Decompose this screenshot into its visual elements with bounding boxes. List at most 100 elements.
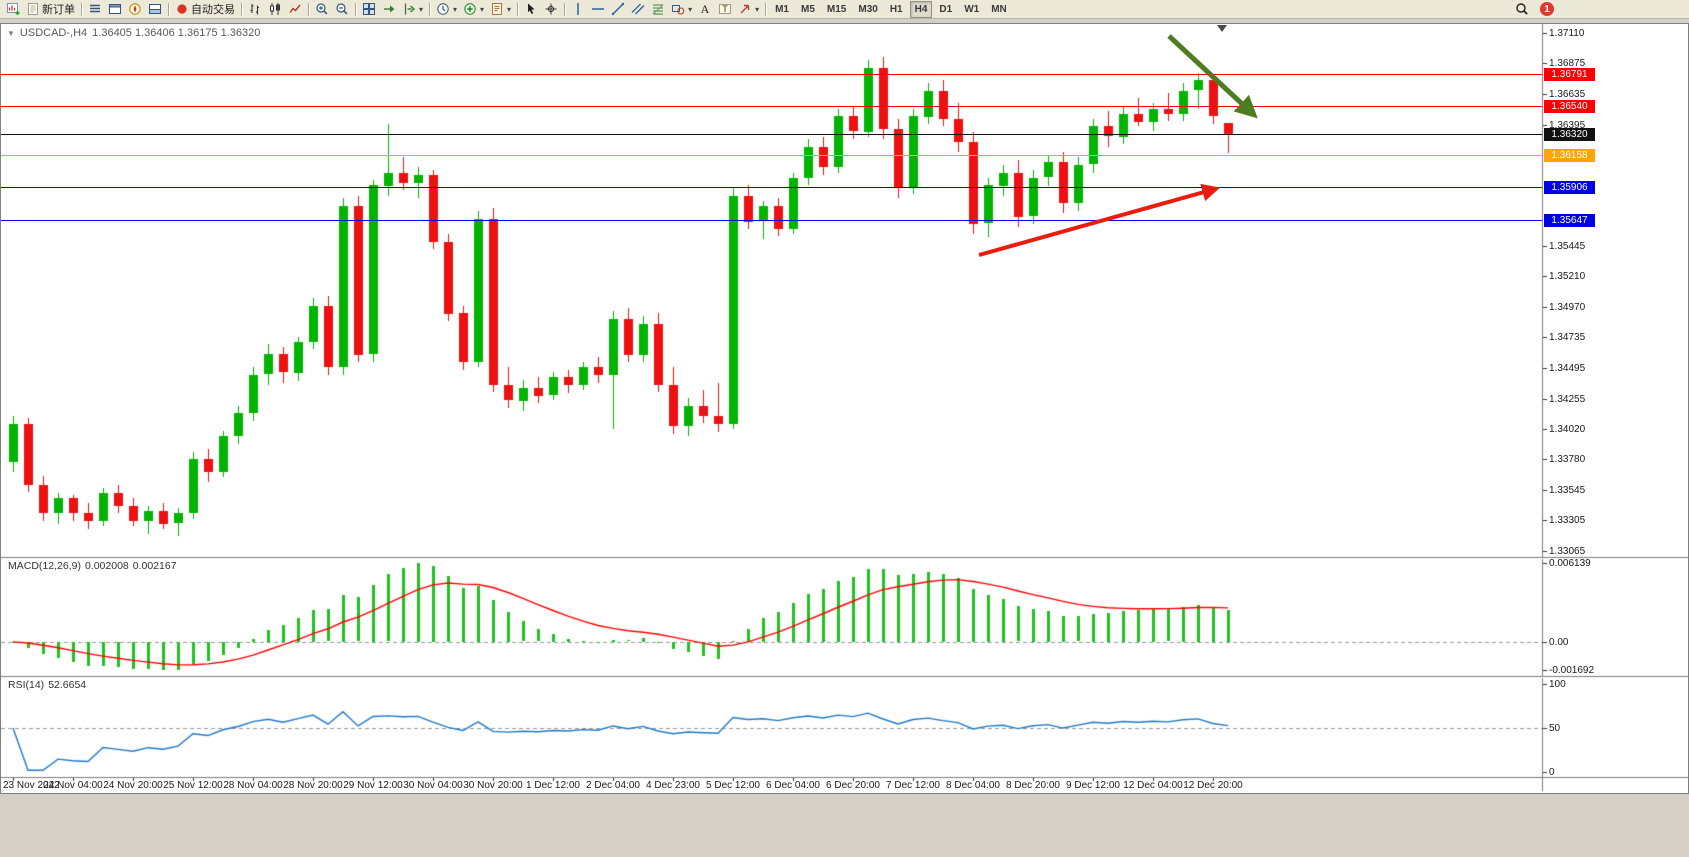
line-chart-button[interactable] — [285, 0, 305, 18]
zoom-in-button[interactable] — [312, 0, 332, 18]
channel-button[interactable] — [628, 0, 648, 18]
ohlc-collapse-icon[interactable]: ▼ — [7, 28, 15, 38]
time-label: 4 Dec 23:00 — [646, 780, 700, 791]
new-order-button[interactable]: 新订单 — [23, 0, 78, 18]
candlestick-button[interactable] — [265, 0, 285, 18]
auto-scroll-button[interactable] — [379, 0, 399, 18]
shapes-button[interactable]: ▾ — [668, 0, 695, 18]
chart-shift-marker[interactable] — [1217, 25, 1227, 32]
fibonacci-button[interactable] — [648, 0, 668, 18]
timeframe-w1-button[interactable]: W1 — [964, 3, 980, 15]
time-label: 2 Dec 04:00 — [586, 780, 640, 791]
price-tick-label: 1.33305 — [1549, 515, 1586, 527]
price-tick-label: 1.34970 — [1549, 302, 1586, 314]
search-button[interactable] — [1512, 0, 1532, 18]
indicator-axis-label: 50 — [1549, 723, 1561, 734]
periods-button[interactable]: ▾ — [433, 0, 460, 18]
indicators-button[interactable]: ▾ — [460, 0, 487, 18]
time-label: 28 Nov 20:00 — [283, 780, 343, 791]
time-label: 5 Dec 12:00 — [706, 780, 760, 791]
cursor-button[interactable] — [521, 0, 541, 18]
terminal-button[interactable] — [145, 0, 165, 18]
timeframe-m1-button[interactable]: M1 — [775, 3, 789, 15]
shapes-icon — [671, 2, 685, 16]
bar-chart-button[interactable] — [245, 0, 265, 18]
line-chart-icon — [288, 2, 302, 16]
autotrading-button[interactable]: 自动交易 — [172, 0, 238, 18]
hline-1.36158[interactable] — [1, 155, 1542, 156]
text-button[interactable]: A — [695, 0, 715, 18]
svg-text:T: T — [722, 4, 728, 14]
price-tick-label: 1.35210 — [1549, 271, 1586, 283]
toolbar-separator — [564, 2, 566, 16]
indicator-axis-label: 0.00 — [1549, 636, 1569, 648]
market-watch-icon — [88, 2, 102, 16]
price-tick-label: 1.33545 — [1549, 484, 1586, 496]
data-window-button[interactable] — [105, 0, 125, 18]
autotrading-button-label: 自动交易 — [191, 4, 235, 16]
price-tick-label: 1.34735 — [1549, 332, 1586, 344]
price-badge-1.36791: 1.36791 — [1544, 68, 1595, 81]
timeframe-h1-button[interactable]: H1 — [889, 3, 903, 15]
hline-1.36540[interactable] — [1, 106, 1542, 107]
price-tick-label: 1.37110 — [1549, 28, 1585, 39]
text-label-button[interactable]: T — [715, 0, 735, 18]
price-badge-1.36540: 1.36540 — [1544, 100, 1595, 113]
trendline-button[interactable] — [608, 0, 628, 18]
dropdown-caret-icon: ▾ — [453, 4, 458, 14]
price-badge-1.36320: 1.36320 — [1544, 128, 1595, 141]
auto-scroll-icon — [382, 2, 396, 16]
notification-badge[interactable]: 1 — [1540, 2, 1554, 16]
time-label: 30 Nov 04:00 — [403, 780, 463, 791]
market-watch-button[interactable] — [85, 0, 105, 18]
timeframe-h4-button[interactable]: H4 — [909, 0, 933, 18]
timeframe-m5-button[interactable]: M5 — [801, 3, 815, 15]
chart-canvas[interactable] — [1, 24, 1688, 791]
time-label: 9 Dec 12:00 — [1066, 780, 1120, 791]
timeframe-m15-button[interactable]: M15 — [826, 3, 847, 15]
ohlc-values: 1.36405 1.36406 1.36175 1.36320 — [92, 27, 261, 39]
indicator-axis-label: 100 — [1549, 679, 1566, 690]
hline-1.36791[interactable] — [1, 74, 1542, 75]
toolbar-buttons: 新订单 自动交易 ▾ ▾ ▾ ▾ ▾ A T ▾ M1 M5 M15 M30 H1 H4 D1 W1 MN — [3, 0, 1013, 18]
navigator-button[interactable] — [125, 0, 145, 18]
chart-shift-button[interactable]: ▾ — [399, 0, 426, 18]
price-tick-label: 1.34255 — [1549, 393, 1586, 405]
vertical-line-button[interactable] — [568, 0, 588, 18]
time-label: 7 Dec 12:00 — [886, 780, 940, 791]
vertical-line-icon — [571, 2, 585, 16]
timeframe-d1-button[interactable]: D1 — [939, 3, 953, 15]
time-label: 1 Dec 12:00 — [526, 780, 580, 791]
timeframe-mn-button[interactable]: MN — [991, 3, 1007, 15]
macd-main-value: 0.002008 — [84, 560, 129, 572]
hline-1.35647[interactable] — [1, 220, 1542, 221]
tile-windows-button[interactable] — [359, 0, 379, 18]
timeframe-m30-button[interactable]: M30 — [858, 3, 878, 15]
rsi-name: RSI(14) — [8, 679, 45, 691]
horizontal-line-button[interactable] — [588, 0, 608, 18]
crosshair-icon — [544, 2, 558, 16]
channel-icon — [631, 2, 645, 16]
price-tick-label: 1.34495 — [1549, 362, 1586, 374]
text-label-icon: T — [718, 2, 732, 16]
price-tick-label: 1.36875 — [1549, 58, 1586, 70]
hline-1.36320[interactable] — [1, 134, 1542, 135]
chart-shift-icon — [402, 2, 416, 16]
zoom-out-icon — [335, 2, 349, 16]
time-label: 24 Nov 20:00 — [103, 780, 163, 791]
indicators-icon — [463, 2, 477, 16]
arrows-button[interactable]: ▾ — [735, 0, 762, 18]
indicator-axis-label: 0 — [1549, 767, 1555, 778]
horizontal-line-icon — [591, 2, 605, 16]
price-tick-label: 1.36635 — [1549, 88, 1586, 100]
templates-button[interactable]: ▾ — [487, 0, 514, 18]
time-label: 6 Dec 04:00 — [766, 780, 820, 791]
zoom-out-button[interactable] — [332, 0, 352, 18]
time-label: 6 Dec 20:00 — [826, 780, 880, 791]
svg-text:A: A — [701, 2, 710, 16]
hline-1.35906[interactable] — [1, 187, 1542, 188]
crosshair-button[interactable] — [541, 0, 561, 18]
new-chart-button[interactable] — [3, 0, 23, 18]
toolbar-right: 1 — [1512, 0, 1686, 18]
time-label: 8 Dec 04:00 — [946, 780, 1000, 791]
